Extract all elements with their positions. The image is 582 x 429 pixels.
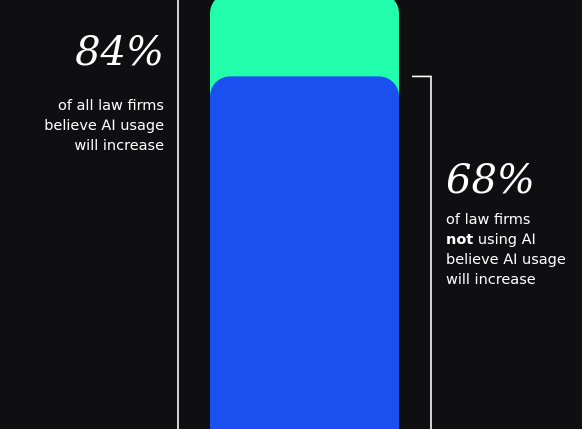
caption-not-using-ai-line-1: of law firms bbox=[446, 212, 531, 228]
caption-not-using-ai: of law firms not using AI believe AI usa… bbox=[446, 210, 566, 290]
bar-not-using-ai bbox=[210, 76, 399, 429]
value-label-all-firms: 84% bbox=[75, 29, 164, 75]
caption-not-using-ai-line-2-rest: using AI bbox=[473, 232, 536, 248]
caption-all-firms-line-1: of all law firms bbox=[57, 98, 164, 114]
caption-not-using-ai-line-2: not using AI bbox=[446, 230, 566, 250]
bracket-all-firms bbox=[177, 0, 179, 429]
caption-all-firms: of all law firms believe AI usage will i… bbox=[44, 96, 164, 156]
caption-all-firms-line-3: will increase bbox=[74, 138, 164, 154]
caption-all-firms-line-2: believe AI usage bbox=[44, 118, 164, 134]
caption-not-using-ai-line-4: will increase bbox=[446, 272, 536, 288]
value-label-not-using-ai: 68% bbox=[446, 157, 535, 203]
caption-emphasis-not: not bbox=[446, 232, 474, 248]
caption-not-using-ai-line-3: believe AI usage bbox=[446, 252, 566, 268]
bracket-not-using-ai bbox=[412, 75, 432, 429]
